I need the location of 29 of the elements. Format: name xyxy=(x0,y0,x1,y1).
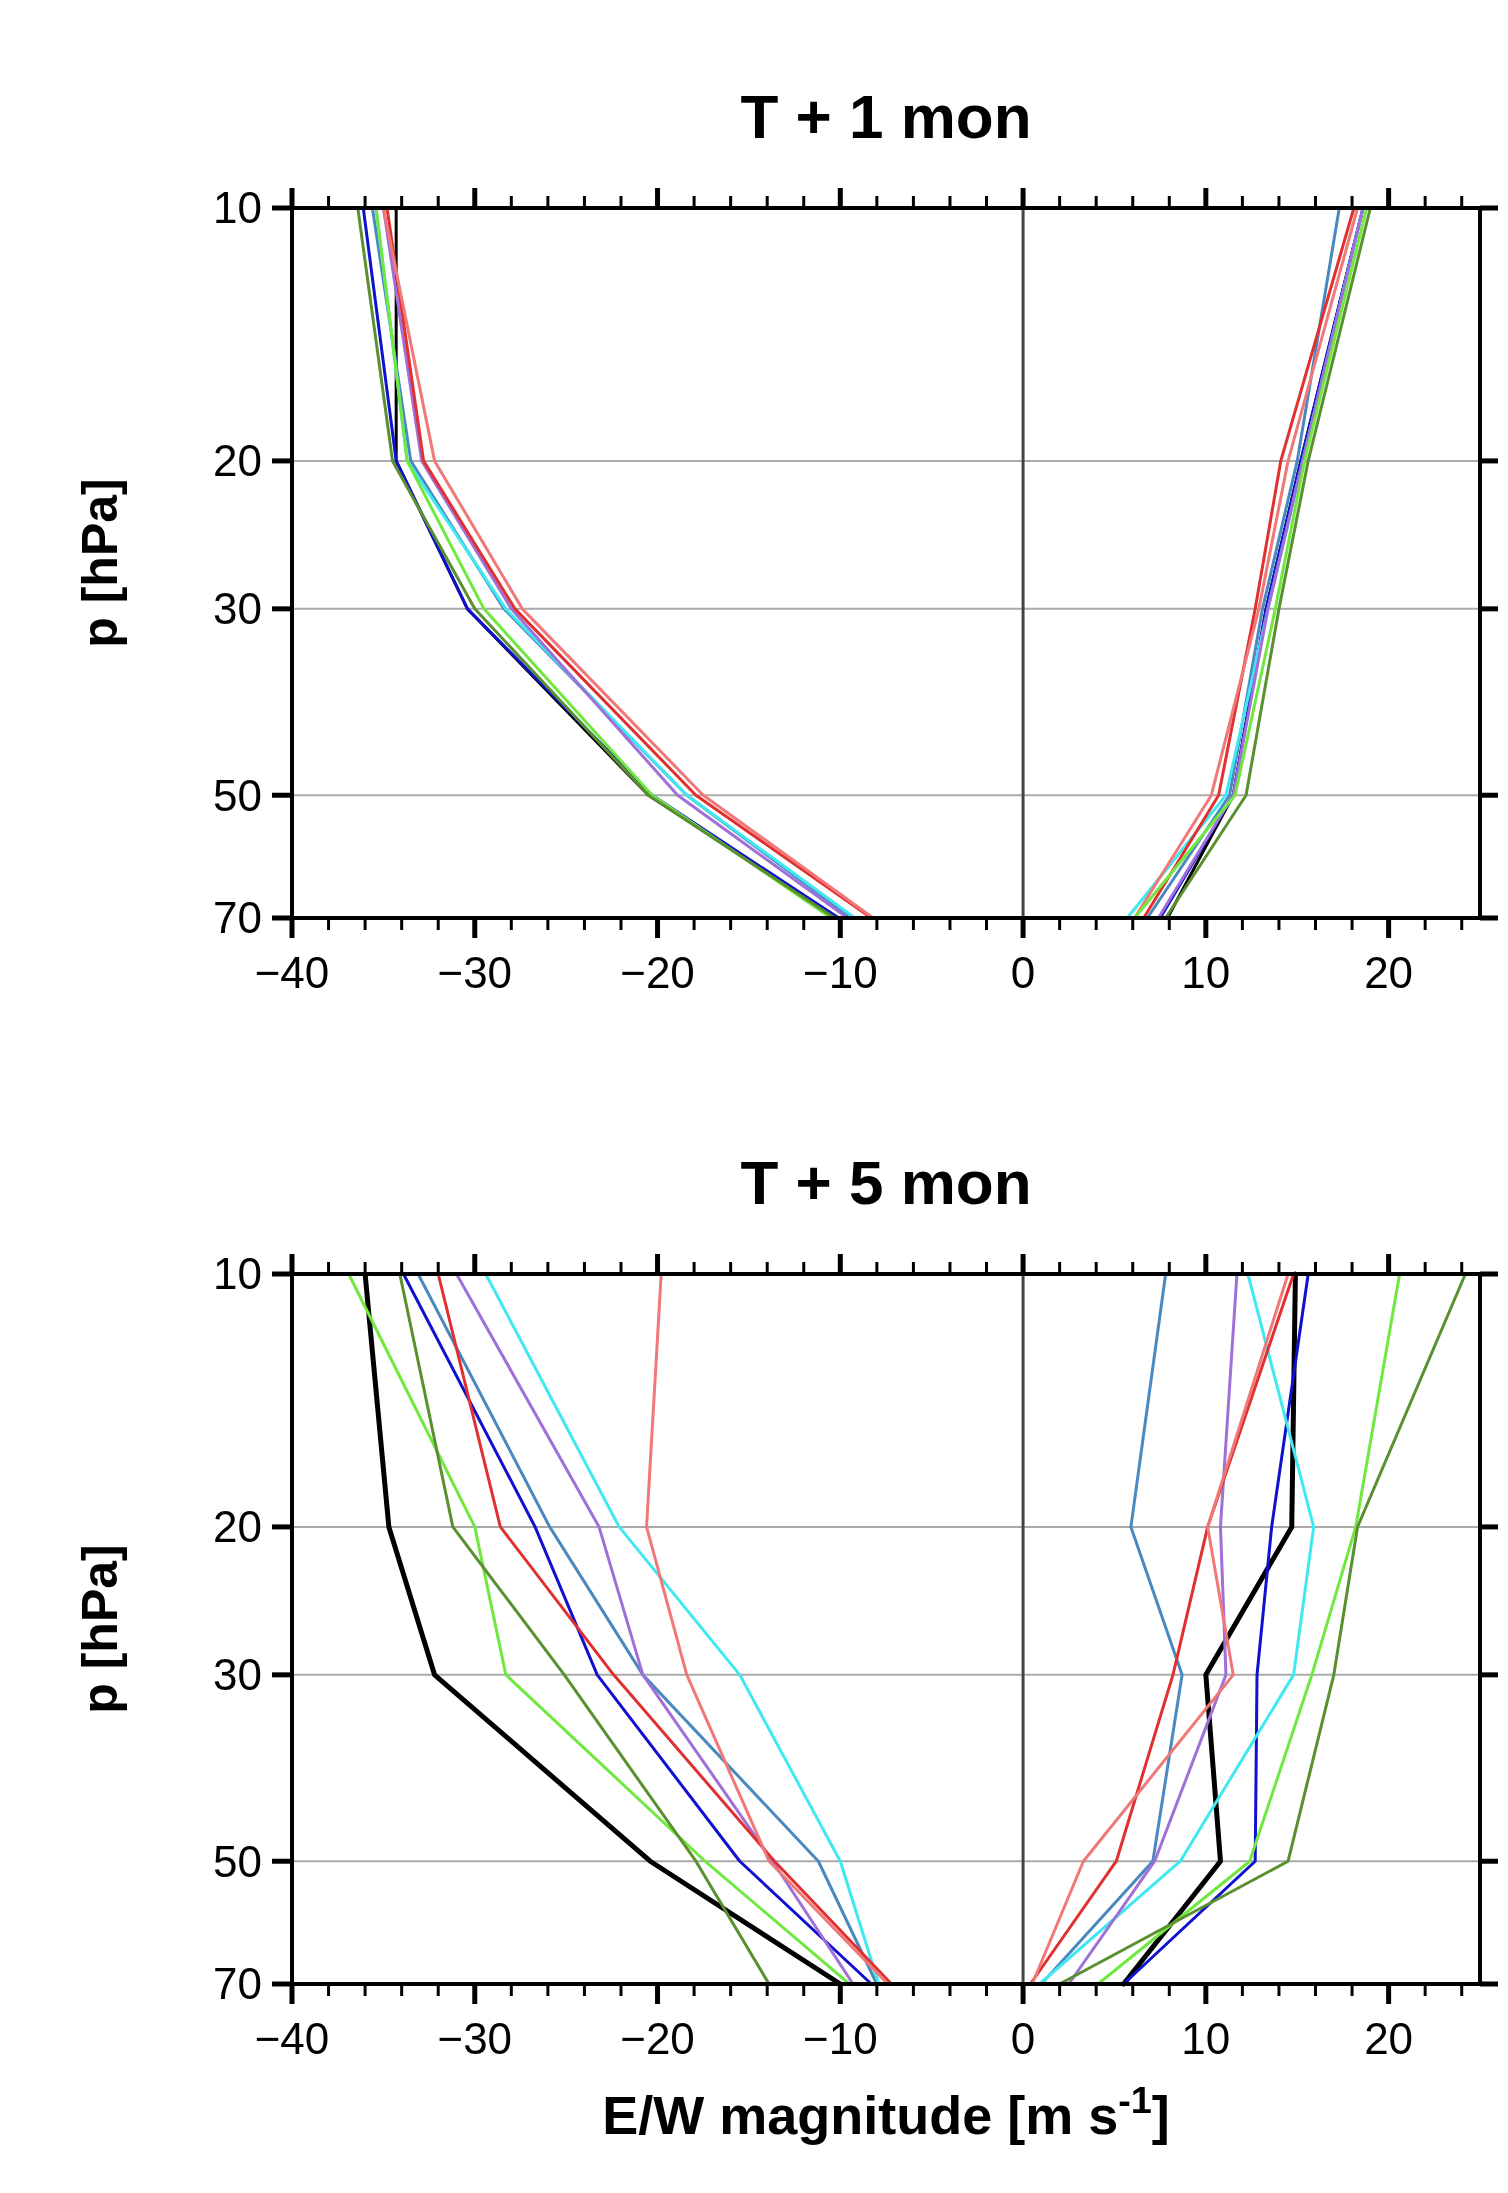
y-tick-label: 30 xyxy=(213,584,262,634)
x-tick-label: 20 xyxy=(1364,948,1414,997)
x-tick-label: 0 xyxy=(1010,2014,1036,2063)
x-tick-label: −10 xyxy=(802,948,878,997)
y-tick-label: 50 xyxy=(213,1836,262,1886)
x-tick-label: −40 xyxy=(254,948,330,997)
y-axis-title: p [hPa] xyxy=(72,478,128,648)
x-tick-label: −30 xyxy=(437,2014,513,2063)
x-tick-label: 10 xyxy=(1181,2014,1231,2063)
x-tick-label: −30 xyxy=(437,948,513,997)
y-tick-label: 70 xyxy=(213,893,262,943)
x-tick-label: 0 xyxy=(1010,948,1036,997)
y-tick-label: 30 xyxy=(213,1650,262,1700)
x-axis-title: E/W magnitude [m s$^{-1}$] xyxy=(602,2079,1170,2145)
x-tick-label: −10 xyxy=(802,2014,878,2063)
chart-title: T + 5 mon xyxy=(740,1148,1032,1217)
y-tick-label: 50 xyxy=(213,770,262,820)
y-axis-title: p [hPa] xyxy=(72,1544,128,1714)
chart-title: T + 1 mon xyxy=(740,82,1032,151)
x-tick-label: 20 xyxy=(1364,2014,1414,2063)
y-tick-label: 70 xyxy=(213,1959,262,2009)
y-tick-label: 20 xyxy=(213,1502,262,1552)
y-tick-label: 10 xyxy=(213,183,262,233)
x-tick-label: −20 xyxy=(620,948,695,997)
x-tick-label: −20 xyxy=(620,2014,695,2063)
x-tick-label: 10 xyxy=(1181,948,1231,997)
y-tick-label: 20 xyxy=(213,436,262,486)
y-tick-label: 10 xyxy=(213,1249,262,1299)
x-tick-label: −40 xyxy=(254,2014,330,2063)
